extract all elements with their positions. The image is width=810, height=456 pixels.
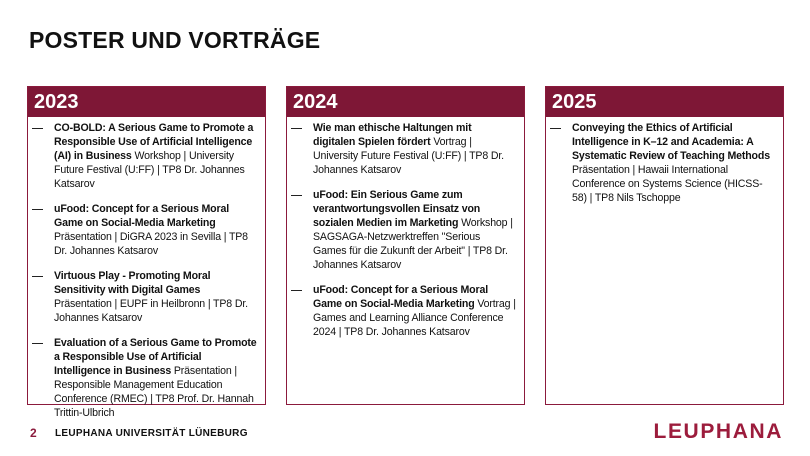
list-item: CO-BOLD: A Serious Game to Promote a Res… (32, 121, 257, 191)
item-title: Wie man ethische Haltungen mit digitalen… (313, 122, 472, 148)
bullet-dash (32, 276, 43, 277)
year-column: 2024 Wie man ethische Haltungen mit digit… (286, 86, 525, 405)
list-item: Evaluation of a Serious Game to Promote … (32, 336, 257, 420)
bullet-dash (291, 290, 302, 291)
list-item: uFood: Concept for a Serious Moral Game … (291, 283, 516, 339)
item-details: Vortrag | University Future Festival (U:… (313, 136, 504, 176)
item-details: Workshop | SAGSAGA-Netzwerktreffen "Seri… (313, 217, 513, 271)
list-item: Wie man ethische Haltungen mit digitalen… (291, 121, 516, 177)
item-title: Evaluation of a Serious Game to Promote … (54, 337, 257, 377)
logo: LEUPHANA (653, 420, 783, 443)
item-details: Präsentation | DiGRA 2023 in Sevilla | T… (54, 231, 248, 257)
item-title: CO-BOLD: A Serious Game to Promote a Res… (54, 122, 254, 162)
bullet-dash (550, 128, 561, 129)
list-item: Virtuous Play - Promoting Moral Sensitiv… (32, 269, 257, 325)
slide-title: POSTER UND VORTRÄGE (29, 27, 321, 53)
page-number: 2 (30, 426, 37, 440)
bullet-dash (32, 209, 43, 210)
item-list: Conveying the Ethics of Artificial Intel… (546, 117, 783, 205)
item-list: CO-BOLD: A Serious Game to Promote a Res… (28, 117, 265, 420)
item-title: uFood: Ein Serious Game zum verantwortun… (313, 189, 481, 229)
year-header: 2024 (287, 87, 524, 117)
year-header: 2025 (546, 87, 783, 117)
year-header: 2023 (28, 87, 265, 117)
item-details: Workshop | University Future Festival (U… (54, 150, 245, 190)
item-title: Virtuous Play - Promoting Moral Sensitiv… (54, 270, 211, 296)
item-details: Präsentation | Hawaii International Conf… (572, 164, 763, 204)
bullet-dash (32, 343, 43, 344)
bullet-dash (291, 195, 302, 196)
item-details: Präsentation | Responsible Management Ed… (54, 365, 254, 419)
item-details: Vortrag | Games and Learning Alliance Co… (313, 298, 516, 338)
item-list: Wie man ethische Haltungen mit digitalen… (287, 117, 524, 339)
item-details: Präsentation | EUPF in Heilbronn | TP8 D… (54, 298, 248, 324)
year-column: 2023 CO-BOLD: A Serious Game to Promote a… (27, 86, 266, 419)
item-title: uFood: Concept for a Serious Moral Game … (313, 284, 488, 310)
list-item: uFood: Concept for a Serious Moral Game … (32, 202, 257, 258)
institution-name: LEUPHANA UNIVERSITÄT LÜNEBURG (55, 428, 248, 439)
year-column: 2025 Conveying the Ethics of Artificial I… (545, 86, 784, 405)
list-item: uFood: Ein Serious Game zum verantwortun… (291, 188, 516, 272)
list-item: Conveying the Ethics of Artificial Intel… (550, 121, 775, 205)
item-title: uFood: Concept for a Serious Moral Game … (54, 203, 229, 229)
bullet-dash (291, 128, 302, 129)
bullet-dash (32, 128, 43, 129)
item-title: Conveying the Ethics of Artificial Intel… (572, 122, 770, 162)
